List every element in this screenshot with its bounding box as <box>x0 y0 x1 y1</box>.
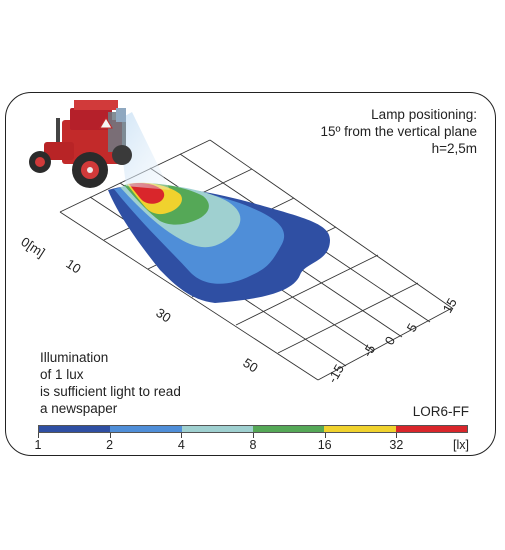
lateral-label-0: 0 <box>382 334 399 348</box>
lux-scale-band <box>181 426 253 432</box>
lux-color-scale <box>38 425 468 433</box>
distance-label-30: 30 <box>153 305 173 325</box>
lamp-info-line: Lamp positioning: <box>371 107 477 122</box>
lux-scale-tick <box>253 433 254 438</box>
distance-label-10: 10 <box>63 256 83 276</box>
illumination-line: is sufficient light to read <box>40 384 181 399</box>
lux-scale-tick-label: 16 <box>317 438 332 452</box>
lux-scale-tick-label: 1 <box>34 438 42 452</box>
illumination-line: a newspaper <box>40 401 118 416</box>
lateral-label-15: 15 <box>440 295 460 315</box>
illumination-line: of 1 lux <box>40 367 84 382</box>
lux-unit-label: [lx] <box>453 438 469 452</box>
diagram-frame <box>5 92 496 456</box>
lateral-label-minus15: -15 <box>325 362 347 386</box>
distance-origin-label: 0[m] <box>18 234 47 260</box>
illumination-note: Illumination of 1 lux is sufficient ligh… <box>40 349 181 417</box>
lux-scale-band <box>324 426 396 432</box>
lateral-label-minus5: -5 <box>360 342 379 360</box>
illumination-line: Illumination <box>40 350 109 365</box>
lux-scale-band <box>110 426 182 432</box>
lux-scale-ticks <box>38 433 468 439</box>
lux-scale-tick-label: 8 <box>249 438 257 452</box>
distance-label-50: 50 <box>240 355 260 375</box>
tractor-icon <box>29 100 132 188</box>
lux-scale-tick <box>109 433 111 438</box>
lux-scale-band <box>395 426 467 432</box>
lamp-info-line: h=2,5m <box>431 141 477 156</box>
lux-scale-tick <box>324 433 326 438</box>
lux-scale-band <box>252 426 325 432</box>
lux-scale-band <box>39 426 111 432</box>
light-beam <box>118 112 170 190</box>
lux-scale-tick-label: 32 <box>389 438 404 452</box>
lux-scale-tick <box>181 433 183 438</box>
lux-scale-tick <box>396 433 398 438</box>
lamp-positioning-info: Lamp positioning: 15º from the vertical … <box>320 106 477 157</box>
lux-scale-tick-label: 4 <box>177 438 185 452</box>
lux-scale-tick-label: 2 <box>106 438 114 452</box>
model-label: LOR6-FF <box>412 404 469 419</box>
isolux-footprint <box>108 182 330 303</box>
lux-scale-tick <box>38 433 39 438</box>
lamp-info-line: 15º from the vertical plane <box>320 124 477 139</box>
